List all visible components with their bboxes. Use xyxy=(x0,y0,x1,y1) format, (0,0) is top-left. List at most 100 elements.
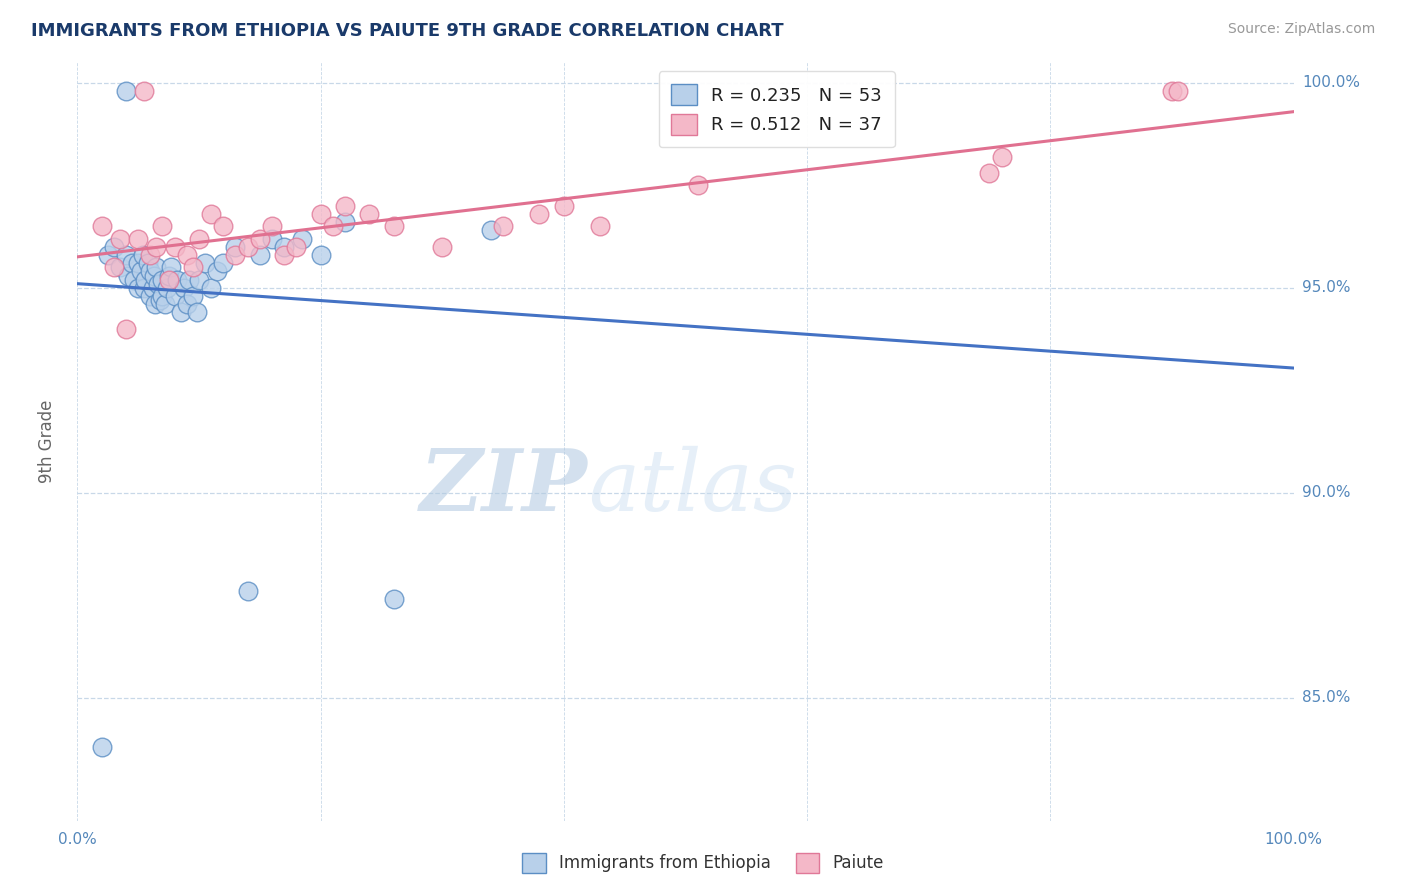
Point xyxy=(132,248,155,262)
Point xyxy=(152,273,174,287)
Text: 100.0%: 100.0% xyxy=(1302,76,1360,90)
Point xyxy=(127,281,149,295)
Text: IMMIGRANTS FROM ETHIOPIA VS PAIUTE 9TH GRADE CORRELATION CHART: IMMIGRANTS FROM ETHIOPIA VS PAIUTE 9TH G… xyxy=(31,22,783,40)
Point xyxy=(139,248,162,262)
Text: ZIP: ZIP xyxy=(420,445,588,529)
Point xyxy=(115,84,138,98)
Text: 95.0%: 95.0% xyxy=(1302,280,1350,295)
Point xyxy=(212,256,235,270)
Point xyxy=(115,322,138,336)
Point xyxy=(145,260,167,275)
Point xyxy=(170,305,193,319)
Point xyxy=(979,166,1001,180)
Text: 0.0%: 0.0% xyxy=(58,831,97,847)
Point xyxy=(163,240,186,254)
Point xyxy=(163,289,186,303)
Point xyxy=(152,289,174,303)
Text: Source: ZipAtlas.com: Source: ZipAtlas.com xyxy=(1227,22,1375,37)
Text: 85.0%: 85.0% xyxy=(1302,690,1350,706)
Point xyxy=(236,240,259,254)
Point xyxy=(179,273,201,287)
Point xyxy=(108,232,131,246)
Y-axis label: 9th Grade: 9th Grade xyxy=(38,400,56,483)
Point xyxy=(117,268,139,283)
Point xyxy=(145,240,167,254)
Point xyxy=(291,232,314,246)
Point xyxy=(990,150,1012,164)
Point xyxy=(188,273,211,287)
Point xyxy=(479,223,502,237)
Point xyxy=(553,199,575,213)
Point xyxy=(333,199,356,213)
Point xyxy=(90,219,112,234)
Point xyxy=(382,219,405,234)
Point xyxy=(97,248,120,262)
Point xyxy=(124,273,146,287)
Point xyxy=(90,739,112,754)
Point xyxy=(589,219,612,234)
Point xyxy=(143,297,166,311)
Point xyxy=(359,207,381,221)
Point xyxy=(127,232,149,246)
Point xyxy=(134,273,156,287)
Point xyxy=(249,248,271,262)
Point xyxy=(176,248,198,262)
Point xyxy=(157,268,180,283)
Legend: Immigrants from Ethiopia, Paiute: Immigrants from Ethiopia, Paiute xyxy=(516,847,890,880)
Point xyxy=(139,264,162,278)
Point xyxy=(273,240,295,254)
Point xyxy=(249,232,271,246)
Point xyxy=(333,215,356,229)
Point xyxy=(157,273,180,287)
Point xyxy=(181,289,204,303)
Point xyxy=(205,264,228,278)
Point xyxy=(121,256,143,270)
Point xyxy=(1161,84,1184,98)
Point xyxy=(152,219,174,234)
Point xyxy=(146,277,169,291)
Text: atlas: atlas xyxy=(588,446,797,528)
Point xyxy=(309,248,332,262)
Point xyxy=(136,256,159,270)
Point xyxy=(382,592,405,607)
Point xyxy=(529,207,551,221)
Point xyxy=(212,219,235,234)
Point xyxy=(260,219,283,234)
Point xyxy=(173,281,195,295)
Point xyxy=(285,240,308,254)
Point xyxy=(153,297,176,311)
Point xyxy=(115,248,138,262)
Point xyxy=(181,260,204,275)
Point xyxy=(103,240,125,254)
Point xyxy=(127,256,149,270)
Point xyxy=(200,281,222,295)
Point xyxy=(108,260,131,275)
Point xyxy=(236,584,259,599)
Point xyxy=(224,240,246,254)
Point xyxy=(186,305,208,319)
Point xyxy=(156,281,179,295)
Point xyxy=(322,219,344,234)
Point xyxy=(134,281,156,295)
Point xyxy=(142,268,165,283)
Point xyxy=(103,260,125,275)
Point xyxy=(686,178,709,193)
Point xyxy=(160,260,183,275)
Point xyxy=(224,248,246,262)
Point xyxy=(194,256,217,270)
Point xyxy=(492,219,515,234)
Point xyxy=(166,273,188,287)
Point xyxy=(176,297,198,311)
Point xyxy=(139,289,162,303)
Point xyxy=(129,264,152,278)
Point xyxy=(134,84,156,98)
Point xyxy=(273,248,295,262)
Point xyxy=(430,240,453,254)
Point xyxy=(260,232,283,246)
Text: 100.0%: 100.0% xyxy=(1264,831,1323,847)
Point xyxy=(200,207,222,221)
Point xyxy=(1167,84,1189,98)
Point xyxy=(188,232,211,246)
Point xyxy=(149,293,172,307)
Point xyxy=(142,281,165,295)
